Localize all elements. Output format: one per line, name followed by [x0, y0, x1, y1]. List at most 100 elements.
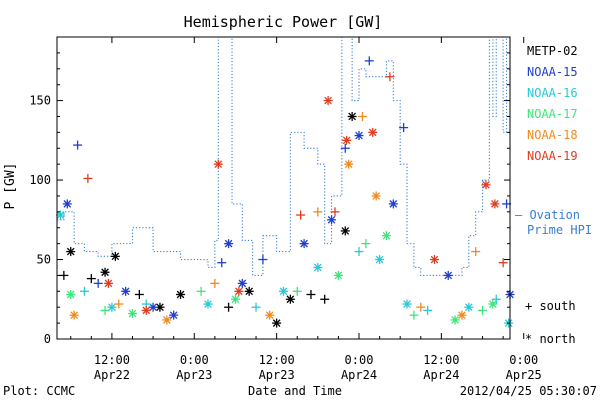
north-marker	[66, 289, 76, 299]
marker-stroke	[430, 255, 439, 264]
marker-stroke	[489, 300, 497, 308]
north-marker	[313, 262, 323, 272]
marker-stroke	[482, 180, 490, 189]
north-marker	[375, 255, 385, 265]
x-tick-time-label: 12:00	[423, 353, 459, 367]
marker-stroke	[63, 200, 72, 208]
south-marker	[73, 140, 83, 150]
south-marker	[224, 302, 234, 312]
south-marker	[471, 247, 481, 257]
marker-stroke	[286, 295, 295, 304]
north-marker	[481, 180, 491, 190]
south-marker	[361, 239, 371, 249]
x-tick-time-label: 0:00	[509, 353, 538, 367]
north-marker	[237, 278, 247, 288]
south-marker	[93, 278, 103, 288]
south-marker	[210, 278, 220, 288]
north-marker	[121, 286, 131, 296]
north-marker	[388, 199, 398, 209]
north-marker	[327, 215, 337, 225]
marker-stroke	[464, 303, 473, 312]
north-marker	[402, 299, 412, 309]
north-marker	[272, 318, 282, 328]
south-marker	[251, 302, 261, 312]
marker-stroke	[458, 311, 466, 319]
marker-stroke	[238, 279, 247, 288]
y-axis-label: P [GW]	[3, 163, 18, 210]
marker-stroke	[389, 200, 398, 208]
south-marker	[330, 207, 340, 217]
south-marker	[409, 310, 419, 320]
north-marker	[128, 309, 137, 319]
marker-stroke	[279, 287, 288, 296]
marker-stroke	[104, 279, 113, 288]
legend: METP-02 NOAA-15 NOAA-16 NOAA-17 NOAA-18 NOAA-…	[515, 44, 592, 346]
north-marker	[148, 302, 158, 312]
marker-stroke	[327, 215, 336, 224]
x-tick-date-label: Apr24	[423, 368, 459, 382]
marker-stroke	[491, 200, 499, 208]
north-marker	[450, 315, 460, 325]
marker-stroke	[66, 247, 75, 256]
y-tick-label: 100	[29, 173, 51, 187]
marker-stroke	[342, 136, 351, 145]
north-marker	[490, 199, 500, 209]
marker-stroke	[128, 309, 137, 318]
marker-stroke	[368, 128, 377, 137]
north-marker	[62, 199, 72, 209]
north-marker	[333, 270, 343, 280]
south-marker	[320, 294, 330, 304]
marker-stroke	[324, 96, 332, 105]
x-tick-time-label: 0:00	[345, 353, 374, 367]
marker-stroke	[162, 316, 171, 324]
marker-stroke	[444, 271, 453, 280]
marker-stroke	[300, 239, 308, 248]
marker-stroke	[403, 300, 411, 308]
marker-stroke	[101, 268, 109, 277]
x-tick-time-label: 12:00	[259, 353, 295, 367]
marker-stroke	[224, 239, 233, 248]
north-marker	[244, 286, 254, 296]
south-marker	[423, 305, 433, 315]
north-marker	[203, 299, 213, 309]
legend-item-satellite: NOAA-17	[527, 107, 578, 121]
legend-item-satellite: NOAA-15	[527, 65, 578, 79]
south-marker	[292, 286, 302, 296]
south-marker	[296, 210, 306, 220]
south-marker	[258, 255, 268, 265]
south-marker	[59, 270, 69, 280]
marker-stroke	[375, 255, 384, 264]
y-tick-label: 50	[37, 253, 51, 267]
marker-stroke	[111, 252, 120, 261]
south-marker	[399, 123, 409, 133]
south-marker	[134, 289, 144, 299]
x-tick-date-label: Apr24	[341, 368, 377, 382]
south-marker	[86, 274, 96, 284]
north-marker	[342, 135, 352, 145]
south-marker	[306, 289, 316, 299]
north-marker	[234, 286, 244, 296]
marker-stroke	[56, 211, 65, 219]
north-marker	[141, 305, 151, 315]
legend-item-ovation-sub: Prime HPI	[527, 223, 592, 237]
marker-stroke	[231, 295, 240, 304]
y-axis-ticks: 0 50 100 150	[29, 52, 510, 346]
x-tick-date-label: Apr25	[506, 368, 542, 382]
marker-stroke	[142, 306, 151, 315]
north-marker	[176, 289, 186, 299]
x-tick-date-label: Apr22	[94, 368, 130, 382]
marker-stroke	[265, 311, 274, 319]
legend-item-satellite: NOAA-18	[527, 128, 578, 142]
marker-stroke	[245, 287, 254, 296]
north-marker	[344, 159, 354, 169]
north-marker	[265, 310, 275, 320]
south-marker	[79, 286, 89, 296]
marker-stroke	[156, 303, 164, 312]
x-axis-ticks: 12:00Apr220:00Apr2312:00Apr230:00Apr2412…	[70, 37, 542, 382]
south-marker	[364, 56, 374, 66]
south-marker	[100, 305, 110, 315]
marker-stroke	[66, 290, 75, 299]
south-marker	[313, 207, 323, 217]
